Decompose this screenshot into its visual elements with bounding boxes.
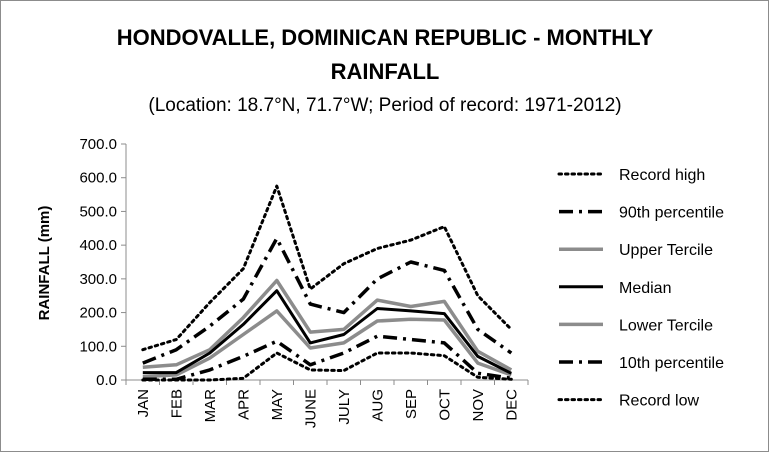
- legend-label: Upper Tercile: [619, 242, 713, 259]
- x-tick-label: APR: [235, 389, 252, 420]
- y-tick-label: 100.0: [79, 338, 117, 355]
- x-tick-label: MAR: [202, 389, 219, 423]
- y-tick-label: 300.0: [79, 271, 117, 288]
- legend-label: 10th percentile: [619, 355, 724, 372]
- x-tick-label: MAY: [269, 389, 286, 420]
- y-tick-label: 200.0: [79, 305, 117, 322]
- x-tick-label: SEP: [403, 389, 420, 419]
- x-tick-label: JULY: [336, 389, 353, 425]
- y-axis-label: RAINFALL (mm): [36, 206, 53, 321]
- x-tick-label: NOV: [470, 389, 487, 422]
- legend-label: 90th percentile: [619, 205, 724, 222]
- series-line-record-high: [141, 184, 513, 352]
- x-tick-label: JUNE: [302, 389, 319, 428]
- x-tick-label: FEB: [168, 389, 185, 418]
- legend-label: Record high: [619, 167, 705, 184]
- y-tick-label: 700.0: [79, 136, 117, 153]
- series-line-90th-percentile: [142, 236, 513, 365]
- series-line-median: [142, 289, 512, 375]
- x-tick-label: DEC: [503, 389, 520, 421]
- series-group: [141, 184, 513, 382]
- series-line-lower-tercile: [142, 309, 512, 379]
- y-tick-label: 400.0: [79, 237, 117, 254]
- y-tick-label: 500.0: [79, 203, 117, 220]
- x-tick-label: AUG: [369, 389, 386, 422]
- axes-group: 0.0 100.0 200.0 300.0 400.0 500.0 600.0 700.0 JA…: [79, 136, 529, 428]
- y-tick-label: 600.0: [79, 170, 117, 187]
- legend: Record high 90th percentile Upper Tercile M…: [557, 167, 724, 410]
- series-line-10th-percentile: [142, 334, 512, 382]
- x-tick-label: JAN: [135, 389, 152, 417]
- legend-label: Record low: [619, 393, 699, 410]
- chart-title-line-2: RAINFALL: [331, 59, 440, 84]
- chart-title-line-1: HONDOVALLE, DOMINICAN REPUBLIC - MONTHLY: [117, 25, 654, 50]
- legend-label: Lower Tercile: [619, 317, 713, 334]
- x-tick-label: OCT: [436, 389, 453, 421]
- legend-label: Median: [619, 280, 671, 297]
- chart-subtitle: (Location: 18.7°N, 71.7°W; Period of rec…: [148, 95, 621, 116]
- y-tick-label: 0.0: [96, 372, 117, 389]
- series-line-upper-tercile: [142, 278, 513, 372]
- series-line-record-low: [141, 351, 513, 382]
